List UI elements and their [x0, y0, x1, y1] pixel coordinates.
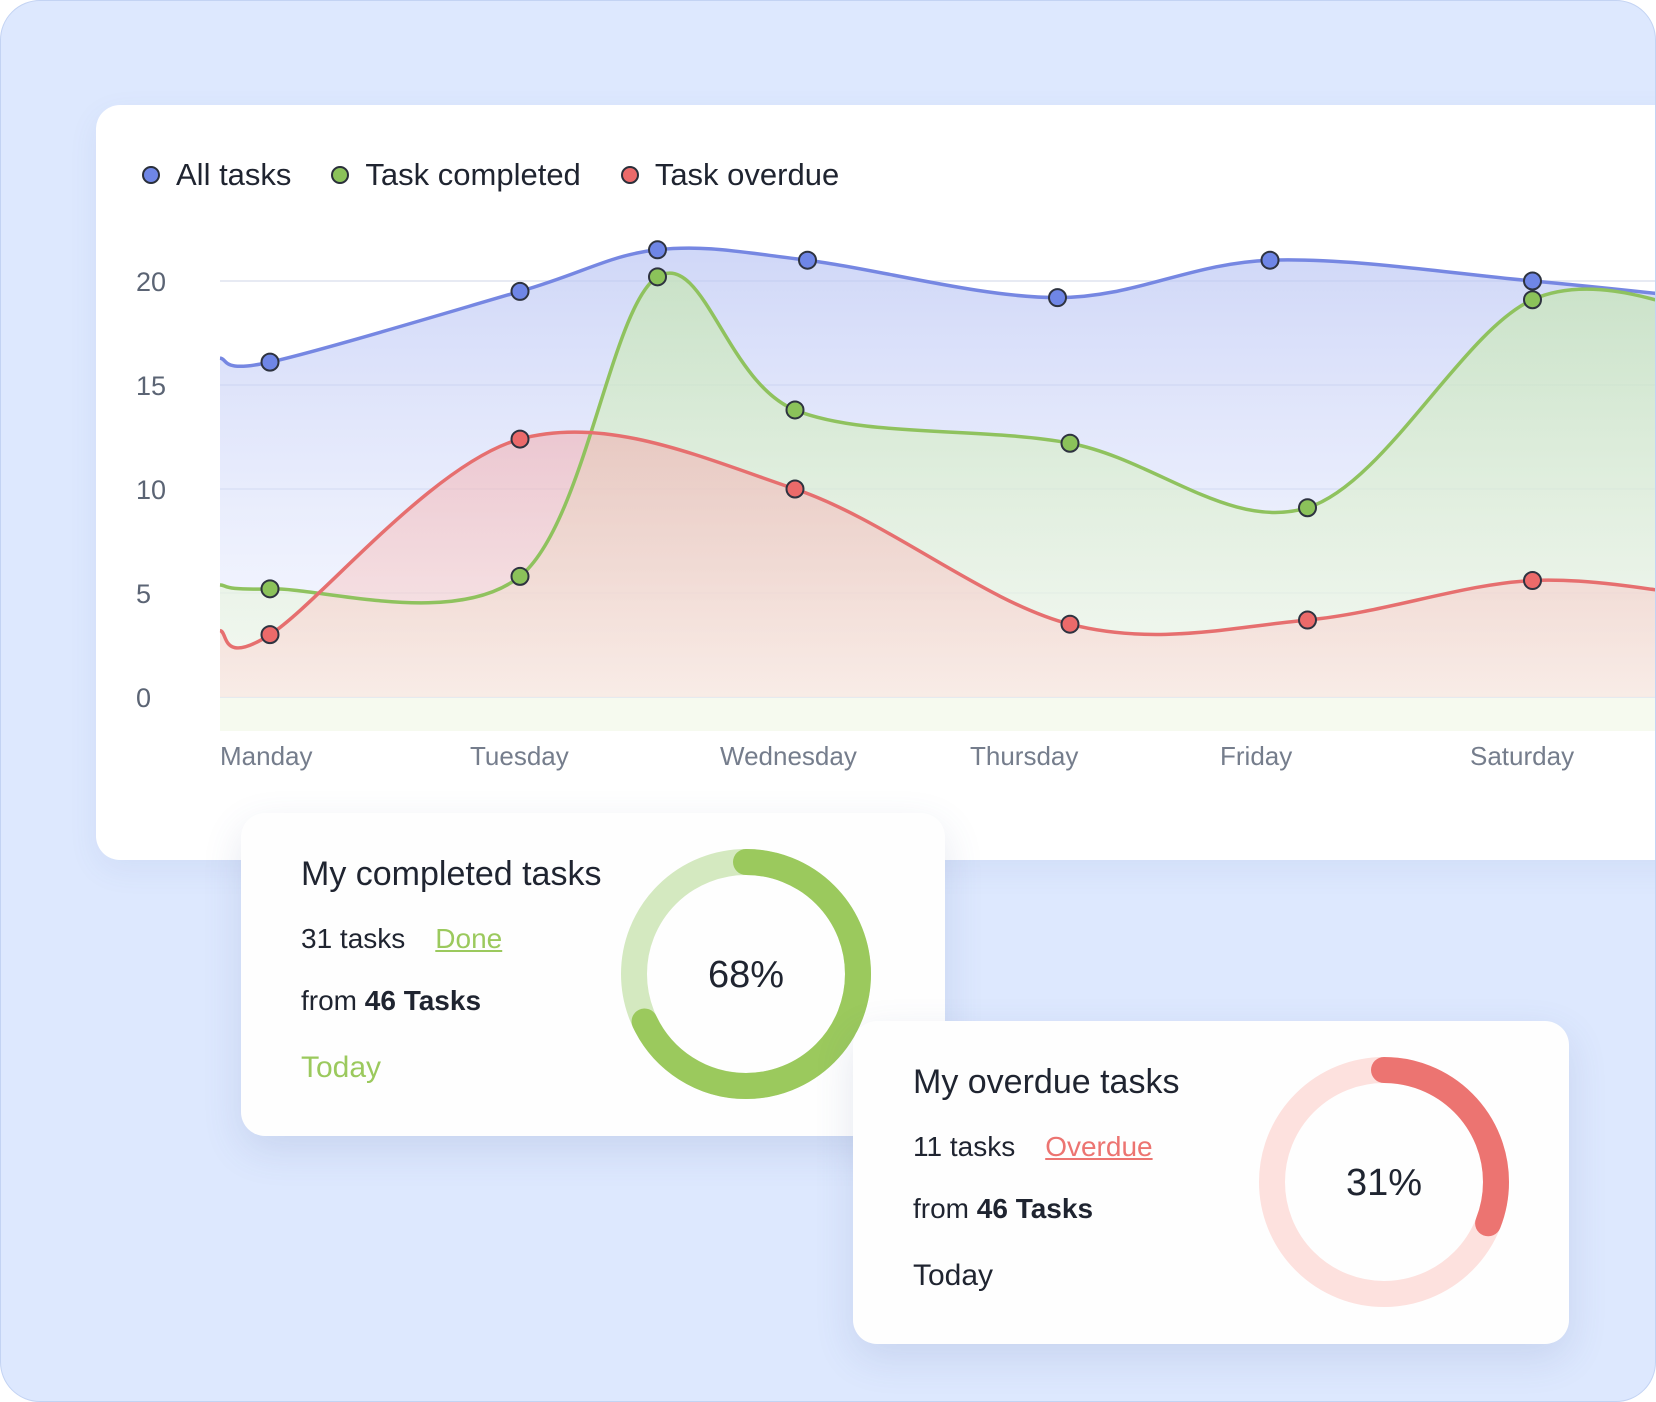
- series-area: [220, 432, 1655, 697]
- overdue-link[interactable]: Overdue: [1045, 1131, 1153, 1162]
- from-prefix: from: [301, 985, 357, 1016]
- data-point[interactable]: [798, 250, 817, 270]
- tasks-chart-card: 0 5 10 15 20 Manday Tuesday Wednesday Thursday Fr…: [96, 105, 1655, 860]
- data-point[interactable]: [1060, 614, 1080, 634]
- legend-label: Task overdue: [654, 157, 840, 192]
- from-prefix: from: [913, 1193, 969, 1224]
- overdue-tasks-card: My overdue tasks 11 tasks Overdue from 4…: [853, 1021, 1569, 1344]
- x-tick-label: Wednesday: [720, 741, 857, 771]
- x-tick-label: Thursday: [970, 741, 1078, 771]
- completed-tasks-card: My completed tasks 31 tasks Done from 46…: [241, 813, 945, 1136]
- y-tick-label: 0: [136, 683, 151, 713]
- data-point[interactable]: [785, 400, 805, 420]
- total-tasks: 46 Tasks: [976, 1193, 1094, 1224]
- donut-progress: [621, 849, 871, 1099]
- overdue-percent: 31%: [1346, 1162, 1422, 1204]
- x-tick-label: Friday: [1220, 741, 1292, 771]
- y-tick-label: 20: [136, 267, 166, 297]
- legend-label: Task completed: [365, 157, 581, 192]
- completed-percent: 68%: [708, 954, 784, 996]
- overdue-card-title: My overdue tasks: [913, 1063, 1180, 1101]
- series-line: [219, 430, 1655, 650]
- legend-item-all-tasks[interactable]: All tasks: [142, 157, 291, 193]
- data-point[interactable]: [1298, 610, 1317, 630]
- task-overdue-dot-icon: [620, 166, 639, 184]
- data-point[interactable]: [648, 267, 667, 287]
- completed-card-title: My completed tasks: [301, 855, 602, 893]
- total-tasks: 46 Tasks: [364, 985, 482, 1016]
- x-tick-label: Tuesday: [470, 741, 569, 771]
- overdue-donut-chart: 31%: [1259, 1057, 1509, 1307]
- data-point[interactable]: [510, 281, 530, 301]
- legend-item-task-completed[interactable]: Task completed: [331, 157, 581, 193]
- task-completed-dot-icon: [331, 166, 350, 184]
- overdue-count: 11 tasks: [913, 1131, 1016, 1162]
- data-point[interactable]: [648, 240, 667, 260]
- y-tick-label: 5: [136, 579, 151, 609]
- series-line: [219, 246, 1655, 368]
- all-tasks-dot-icon: [142, 166, 160, 184]
- y-tick-label: 10: [136, 475, 166, 505]
- data-point[interactable]: [785, 479, 805, 499]
- data-point[interactable]: [260, 625, 280, 645]
- period-label: Today: [301, 1051, 382, 1084]
- data-point[interactable]: [1298, 498, 1317, 518]
- data-point[interactable]: [1060, 433, 1080, 453]
- data-point[interactable]: [260, 352, 280, 372]
- legend-item-task-overdue[interactable]: Task overdue: [620, 157, 840, 193]
- legend-label: All tasks: [176, 157, 292, 192]
- data-point[interactable]: [1523, 571, 1542, 591]
- data-point[interactable]: [1523, 271, 1542, 291]
- plot-base-band: [220, 697, 1655, 731]
- data-point[interactable]: [510, 429, 530, 449]
- data-point[interactable]: [1048, 288, 1067, 308]
- data-point[interactable]: [510, 566, 530, 586]
- x-tick-label: Saturday: [1470, 741, 1574, 771]
- series-line: [219, 271, 1655, 605]
- chart-legend: All tasks Task completed Task overdue: [142, 157, 839, 193]
- completed-donut-chart: 68%: [621, 849, 871, 1099]
- data-point[interactable]: [1523, 290, 1542, 310]
- x-tick-label: Manday: [220, 741, 313, 771]
- data-point[interactable]: [260, 579, 280, 599]
- y-tick-label: 15: [136, 371, 166, 401]
- tasks-area-chart: 0 5 10 15 20 Manday Tuesday Wednesday Thursday Fr…: [136, 240, 1655, 771]
- period-label: Today: [913, 1259, 994, 1292]
- data-point[interactable]: [1260, 250, 1280, 270]
- done-link[interactable]: Done: [435, 923, 503, 954]
- donut-progress: [1259, 1057, 1509, 1307]
- completed-count: 31 tasks: [301, 923, 406, 954]
